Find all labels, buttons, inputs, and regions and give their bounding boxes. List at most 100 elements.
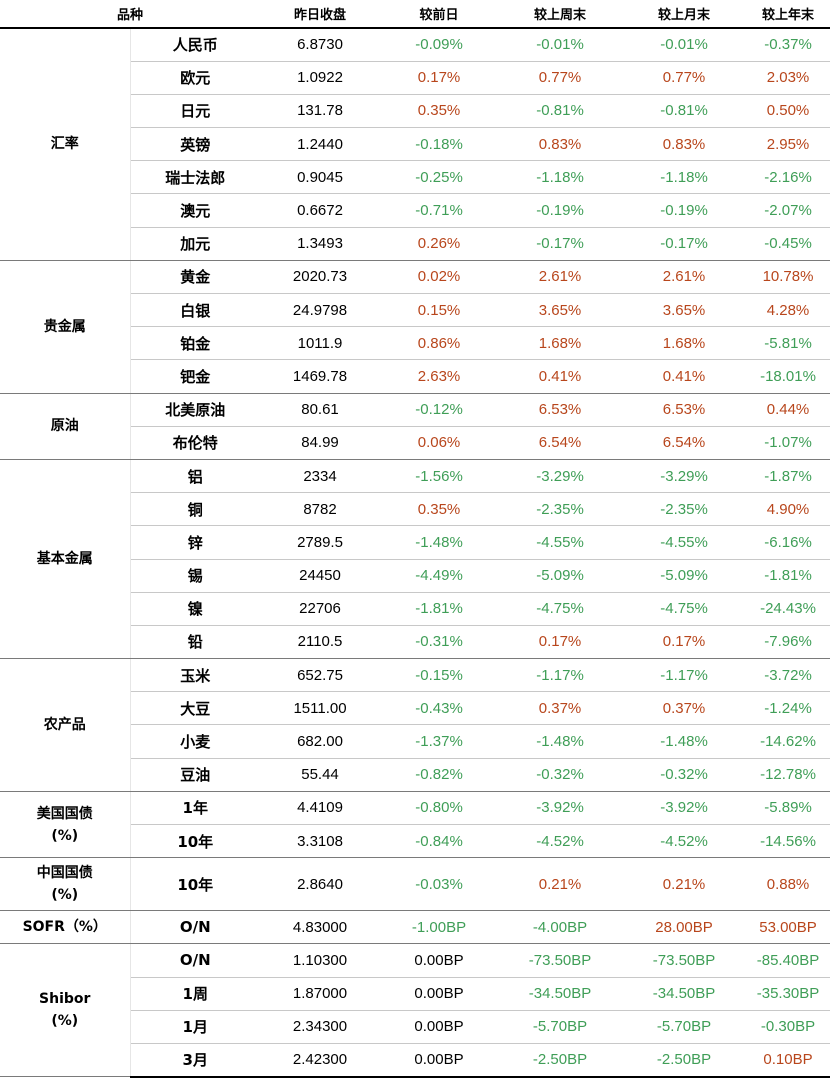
change-vs-last-year: -5.81% xyxy=(746,326,830,361)
change-vs-last-month: 6.54% xyxy=(622,426,747,460)
change-vs-prev-day: 0.06% xyxy=(380,426,499,460)
close-value: 1511.00 xyxy=(260,691,381,726)
change-vs-last-month: -2.35% xyxy=(622,492,747,527)
col-header-vs-last-week: 较上周末 xyxy=(498,0,623,29)
change-vs-last-week: -0.19% xyxy=(498,193,623,228)
change-vs-last-month: -4.55% xyxy=(622,525,747,560)
change-vs-last-month: 0.37% xyxy=(622,691,747,726)
change-vs-last-year: -18.01% xyxy=(746,359,830,394)
change-vs-last-month: -5.70BP xyxy=(622,1010,747,1044)
change-vs-prev-day: 0.02% xyxy=(380,260,499,295)
change-vs-last-year: -0.37% xyxy=(746,28,830,62)
change-vs-last-year: -3.72% xyxy=(746,658,830,693)
close-value: 2789.5 xyxy=(260,525,381,560)
table-row: 铂金 1011.9 0.86% 1.68% 1.68% -5.81% xyxy=(0,326,830,361)
change-vs-last-week: -2.50BP xyxy=(498,1043,623,1078)
close-value: 1011.9 xyxy=(260,326,381,361)
change-vs-last-week: -0.01% xyxy=(498,28,623,62)
table-body: 汇率 人民币 6.8730 -0.09% -0.01% -0.01% -0.37% 欧元 1.0… xyxy=(0,28,830,1078)
item-name: 钯金 xyxy=(130,359,261,394)
change-vs-last-week: -5.09% xyxy=(498,559,623,593)
item-name: 加元 xyxy=(130,227,261,261)
item-name: 日元 xyxy=(130,94,261,129)
change-vs-last-month: -3.29% xyxy=(622,459,747,494)
change-vs-last-year: -0.30BP xyxy=(746,1010,830,1044)
item-name: 豆油 xyxy=(130,758,261,792)
table-row: 日元 131.78 0.35% -0.81% -0.81% 0.50% xyxy=(0,94,830,129)
change-vs-prev-day: -0.31% xyxy=(380,625,499,660)
col-header-close: 昨日收盘 xyxy=(260,0,381,29)
change-vs-last-week: 0.37% xyxy=(498,691,623,726)
item-name: 黄金 xyxy=(130,260,261,295)
change-vs-prev-day: 0.00BP xyxy=(380,943,499,978)
change-vs-last-year: -1.87% xyxy=(746,459,830,494)
table-row: 小麦 682.00 -1.37% -1.48% -1.48% -14.62% xyxy=(0,724,830,759)
close-value: 2.34300 xyxy=(260,1010,381,1044)
table-row: 铅 2110.5 -0.31% 0.17% 0.17% -7.96% xyxy=(0,625,830,660)
close-value: 80.61 xyxy=(260,393,381,427)
change-vs-last-year: 0.88% xyxy=(746,857,830,912)
group-label: 美国国债 (%) xyxy=(0,791,131,859)
change-vs-last-year: -5.89% xyxy=(746,791,830,826)
close-value: 24.9798 xyxy=(260,293,381,328)
table-row: 10年 3.3108 -0.84% -4.52% -4.52% -14.56% xyxy=(0,824,830,859)
col-header-product: 品种 xyxy=(0,0,261,29)
change-vs-last-week: -34.50BP xyxy=(498,977,623,1011)
change-vs-prev-day: -0.84% xyxy=(380,824,499,859)
item-name: O/N xyxy=(130,943,261,978)
table-row: 美国国债 (%) 1年 4.4109 -0.80% -3.92% -3.92% -5.89% xyxy=(0,791,830,859)
close-value: 8782 xyxy=(260,492,381,527)
change-vs-prev-day: -1.37% xyxy=(380,724,499,759)
change-vs-last-week: -5.70BP xyxy=(498,1010,623,1044)
close-value: 2020.73 xyxy=(260,260,381,295)
change-vs-last-year: -24.43% xyxy=(746,592,830,626)
item-name: 白银 xyxy=(130,293,261,328)
close-value: 0.9045 xyxy=(260,160,381,195)
change-vs-last-week: 6.53% xyxy=(498,393,623,427)
change-vs-last-month: -34.50BP xyxy=(622,977,747,1011)
change-vs-prev-day: 0.00BP xyxy=(380,977,499,1011)
change-vs-last-week: 0.41% xyxy=(498,359,623,394)
change-vs-prev-day: 0.15% xyxy=(380,293,499,328)
change-vs-last-year: 0.44% xyxy=(746,393,830,427)
change-vs-last-year: -85.40BP xyxy=(746,943,830,978)
close-value: 4.4109 xyxy=(260,791,381,826)
table-row: 铜 8782 0.35% -2.35% -2.35% 4.90% xyxy=(0,492,830,527)
close-value: 4.83000 xyxy=(260,910,381,945)
change-vs-last-month: -5.09% xyxy=(622,559,747,593)
table-row: 欧元 1.0922 0.17% 0.77% 0.77% 2.03% xyxy=(0,61,830,95)
table-row: 钯金 1469.78 2.63% 0.41% 0.41% -18.01% xyxy=(0,359,830,394)
item-name: 北美原油 xyxy=(130,393,261,427)
item-name: 欧元 xyxy=(130,61,261,95)
close-value: 84.99 xyxy=(260,426,381,460)
change-vs-last-month: 28.00BP xyxy=(622,910,747,945)
table-row: 1周 1.87000 0.00BP -34.50BP -34.50BP -35.30BP xyxy=(0,977,830,1011)
table-row: 1月 2.34300 0.00BP -5.70BP -5.70BP -0.30BP xyxy=(0,1010,830,1044)
table-row: 布伦特 84.99 0.06% 6.54% 6.54% -1.07% xyxy=(0,426,830,460)
table-row: 基本金属铝 2334 -1.56% -3.29% -3.29% -1.87% xyxy=(0,459,830,660)
table-row: 农产品 玉米 652.75 -0.15% -1.17% -1.17% -3.72% xyxy=(0,658,830,792)
change-vs-prev-day: 2.63% xyxy=(380,359,499,394)
change-vs-last-week: -4.55% xyxy=(498,525,623,560)
item-name: 铝 xyxy=(130,459,261,494)
close-value: 1469.78 xyxy=(260,359,381,394)
change-vs-last-week: 0.17% xyxy=(498,625,623,660)
change-vs-prev-day: -0.80% xyxy=(380,791,499,826)
table-row: 澳元 0.6672 -0.71% -0.19% -0.19% -2.07% xyxy=(0,193,830,228)
item-name: 大豆 xyxy=(130,691,261,726)
change-vs-last-year: -2.07% xyxy=(746,193,830,228)
change-vs-prev-day: -1.81% xyxy=(380,592,499,626)
close-value: 6.8730 xyxy=(260,28,381,62)
change-vs-last-month: 3.65% xyxy=(622,293,747,328)
change-vs-last-week: 1.68% xyxy=(498,326,623,361)
change-vs-last-week: 0.83% xyxy=(498,127,623,162)
change-vs-last-week: 3.65% xyxy=(498,293,623,328)
change-vs-prev-day: -0.03% xyxy=(380,857,499,912)
table-row: SOFR（%） O/N 4.83000 -1.00BP -4.00BP 28.00BP 53… xyxy=(0,910,830,945)
close-value: 1.87000 xyxy=(260,977,381,1011)
change-vs-last-week: 0.21% xyxy=(498,857,623,912)
change-vs-last-month: -4.75% xyxy=(622,592,747,626)
item-name: 1月 xyxy=(130,1010,261,1044)
change-vs-last-month: 0.83% xyxy=(622,127,747,162)
